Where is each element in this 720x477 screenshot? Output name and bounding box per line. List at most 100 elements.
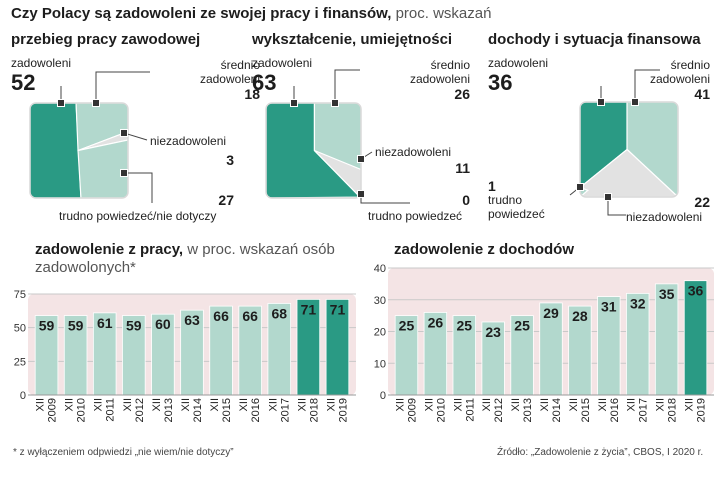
bar2-xtick-month-5: XII	[539, 398, 551, 411]
bar1-value-label-0: 59	[39, 318, 55, 334]
pie3-mid-leader	[634, 69, 660, 102]
bar1-value-label-4: 60	[155, 316, 171, 332]
bar1-value-label-5: 63	[184, 312, 200, 328]
bar2-title-block: zadowolenie z dochodów	[394, 241, 574, 258]
pie3-dis-leader	[607, 197, 626, 216]
bar1-xtick-year-6: 2015	[221, 398, 233, 422]
bar2-xtick-month-6: XII	[568, 398, 580, 411]
bar2-value-label-8: 32	[630, 295, 646, 311]
pie1-slice-trudno	[77, 139, 128, 198]
pie2-frame	[265, 102, 362, 199]
bar2-xtick-year-2: 2011	[464, 398, 476, 422]
pie2-sat-marker	[290, 99, 298, 107]
bar1-xtick-year-8: 2017	[279, 398, 291, 422]
bar2-xtick-year-8: 2017	[638, 398, 650, 422]
bar1-value-label-2: 61	[97, 315, 113, 331]
page-title: Czy Polacy są zadowoleni ze swojej pracy…	[11, 5, 491, 22]
pie2-sat-value: 63	[252, 70, 277, 95]
pie1-dis-marker	[120, 129, 128, 137]
bar2-xtick-month-9: XII	[655, 398, 667, 411]
footnote: * z wyłączeniem odpwiedzi „nie wiem/nie …	[13, 447, 234, 458]
pie2-hard-value: 0	[462, 192, 470, 208]
bar2-ytick-4: 40	[374, 263, 386, 275]
bar2-xtick-month-3: XII	[481, 398, 493, 411]
pie2-mid-value: 26	[454, 86, 470, 102]
pie3-hard-marker	[576, 183, 584, 191]
pie3-hard-label: trudno powiedzeć	[488, 193, 545, 221]
bar2-ytick-0: 0	[380, 390, 386, 402]
pie2-dis-value: 11	[455, 160, 470, 176]
bar1-value-label-3: 59	[126, 318, 142, 334]
pie1-hard-marker	[120, 169, 128, 177]
pie3-hard-value: 1	[488, 178, 496, 194]
pie2-hard-marker	[357, 190, 365, 198]
bar1-xtick-month-7: XII	[238, 398, 250, 411]
bar1-xtick-year-9: 2018	[308, 398, 320, 422]
pie1-hard-leader	[124, 172, 153, 203]
pie3-slice-srednio	[626, 102, 678, 197]
pie1-sat-marker	[57, 99, 65, 107]
pie2-dis-marker	[357, 155, 365, 163]
pie1-mid-label: średnio zadowoleni	[199, 58, 260, 86]
pie3-dis-label: niezadowoleni	[626, 210, 703, 224]
title-light: proc. wskazań	[395, 5, 492, 22]
bar1-xtick-month-9: XII	[296, 398, 308, 411]
bar2-xtick-month-0: XII	[394, 398, 406, 411]
bar2-value-label-2: 25	[456, 318, 472, 334]
bar1-xtick-year-5: 2014	[192, 398, 204, 422]
pie1-dis-value: 3	[226, 152, 234, 168]
bar1-value-label-9: 71	[301, 301, 317, 317]
bar2-xtick-month-10: XII	[684, 398, 696, 411]
bar2-value-label-3: 23	[485, 324, 501, 340]
bar2-xtick-year-7: 2016	[609, 398, 621, 422]
pie1-mid-leader	[95, 71, 150, 103]
bar1-xtick-month-6: XII	[209, 398, 221, 411]
bar1-xtick-month-1: XII	[64, 398, 76, 411]
pie3-mid-value: 41	[694, 86, 710, 102]
bar2-value-label-5: 29	[543, 305, 559, 321]
bar2-xtick-month-4: XII	[510, 398, 522, 411]
bar2-ytick-1: 10	[374, 358, 386, 370]
pie3-sat-value: 36	[488, 70, 513, 95]
bar1-ytick-0: 0	[20, 390, 26, 402]
bar2-value-label-1: 26	[428, 314, 444, 330]
source-note: Źródło: „Zadowolenie z życia”, CBOS, I 2…	[497, 447, 704, 458]
pie2-hard-leader	[360, 194, 410, 204]
bar2-xtick-year-9: 2018	[667, 398, 679, 422]
pie2-mid-marker	[331, 99, 339, 107]
bar2-xtick-year-0: 2009	[406, 398, 418, 422]
pie1-dis-label: niezadowoleni	[150, 134, 227, 148]
bar1-value-label-10: 71	[330, 301, 346, 317]
bar1-xtick-month-2: XII	[93, 398, 105, 411]
bar1-xtick-month-5: XII	[180, 398, 192, 411]
pie1-slice-zadowoleni	[30, 103, 82, 198]
bar1-xtick-year-2: 2011	[105, 398, 117, 422]
pie3-mid-marker	[631, 98, 639, 106]
bar2-value-label-0: 25	[399, 318, 415, 334]
bar2-value-label-10: 36	[688, 283, 704, 299]
pie3-frame	[579, 101, 679, 198]
bar1-value-label-1: 59	[68, 318, 84, 334]
pie3-dis-value: 22	[694, 194, 710, 210]
bar2-xtick-year-3: 2012	[493, 398, 505, 422]
pie3-sat-label: zadowoleni	[488, 56, 549, 70]
pie1-title: przebieg pracy zawodowej	[11, 31, 201, 48]
bar1-xtick-month-10: XII	[325, 398, 337, 411]
bar2-xtick-month-1: XII	[423, 398, 435, 411]
bar2-xtick-year-4: 2013	[522, 398, 534, 422]
bar1-xtick-year-7: 2016	[250, 398, 262, 422]
bar2-value-label-7: 31	[601, 299, 617, 315]
pie1-mid-value: 18	[244, 86, 260, 102]
bar1-ytick-1: 25	[14, 356, 26, 368]
pie1-hard-value: 27	[218, 192, 234, 208]
bar2-xtick-month-2: XII	[452, 398, 464, 411]
pie2-dis-label: niezadowoleni	[375, 145, 452, 159]
pie2-slice-niezadowoleni	[314, 149, 361, 198]
bar1-ytick-2: 50	[14, 323, 26, 335]
pie1-group	[30, 103, 128, 198]
bar2-value-label-6: 28	[572, 308, 588, 324]
bar1-ytick-3: 75	[14, 289, 26, 301]
bar1-title-block: zadowolenie z pracy, w proc. wskazań osó…	[35, 241, 365, 277]
bar1-xtick-month-3: XII	[122, 398, 134, 411]
